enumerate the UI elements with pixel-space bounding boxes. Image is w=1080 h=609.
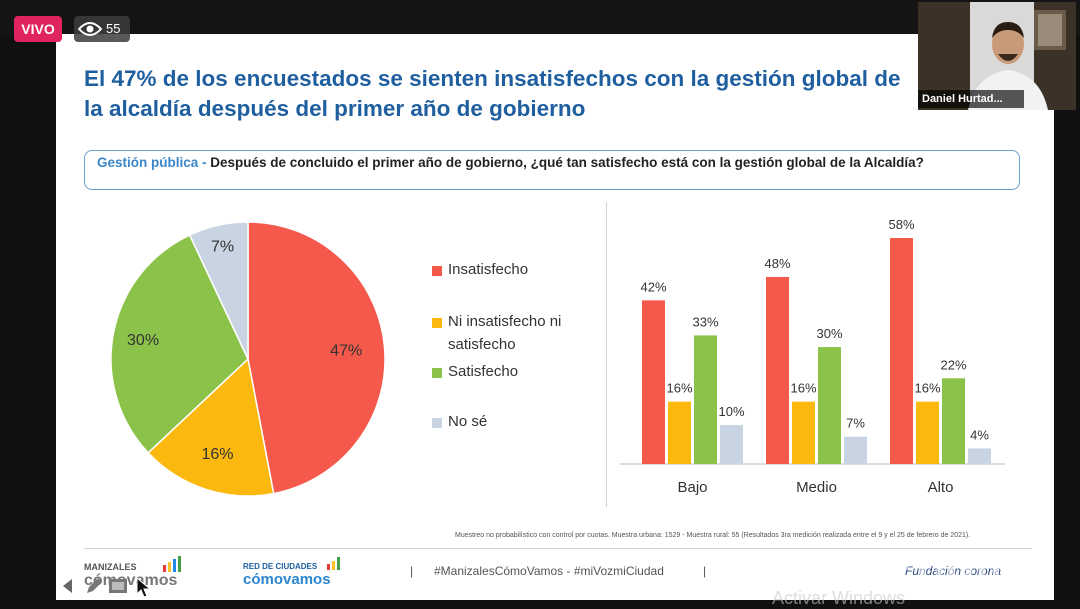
- legend-label-insatisfecho: Insatisfecho: [448, 261, 529, 278]
- activate-windows-watermark: Activar Windows: [772, 588, 906, 608]
- viewer-count-badge[interactable]: 55: [74, 16, 130, 42]
- bar-label-bajo-ni-insatisfecho-ni-satisfecho: 16%: [666, 381, 692, 396]
- bar-category-bajo: Bajo: [677, 479, 707, 496]
- pie-slice-satisfecho: [110, 234, 249, 454]
- bar-category-alto: Alto: [928, 479, 954, 496]
- legend-swatch-ni-insatisfecho: [432, 318, 442, 328]
- pie-label-ni-insatisfecho-ni-satisfecho: 16%: [202, 446, 234, 463]
- bar-alto-ni-insatisfecho-ni-satisfecho: [916, 401, 939, 464]
- bar-chart: 42%16%33%10%Bajo48%16%30%7%Medio58%16%22…: [620, 217, 1005, 496]
- bar-bajo-no-se: [720, 425, 743, 464]
- footer-network-brand: cómovamos: [243, 571, 331, 588]
- bar-logo-icon: [163, 556, 181, 572]
- bar-label-bajo-no-se: 10%: [718, 404, 744, 419]
- bar-alto-satisfecho: [942, 378, 965, 464]
- bar-label-medio-no-se: 7%: [846, 416, 865, 431]
- legend-label-no-se: No sé: [448, 413, 488, 430]
- bar-label-medio-satisfecho: 30%: [816, 326, 842, 341]
- pen-icon[interactable]: [84, 576, 104, 596]
- live-badge: VIVO: [14, 16, 62, 42]
- pie-label-no-se: 7%: [211, 238, 234, 255]
- legend-swatch-insatisfecho: [432, 266, 442, 276]
- footer-city-label: MANIZALES: [84, 562, 137, 572]
- eye-icon: [78, 22, 102, 36]
- mouse-cursor-icon: [136, 576, 152, 598]
- bar-label-medio-insatisfecho: 48%: [764, 256, 790, 271]
- question-text: Después de concluido el primer año de go…: [206, 155, 924, 170]
- bar-medio-insatisfecho: [766, 276, 789, 464]
- bar-label-alto-no-se: 4%: [970, 427, 989, 442]
- chart-legend: Insatisfecho Ni insatisfecho ni satisfec…: [432, 258, 592, 438]
- bar-category-medio: Medio: [796, 479, 837, 496]
- chart-divider: [606, 202, 607, 507]
- bar-label-alto-insatisfecho: 58%: [888, 217, 914, 232]
- footer-hashtags: #ManizalesCómoVamos - #miVozmiCiudad: [434, 564, 664, 578]
- pie-label-satisfecho: 30%: [127, 332, 159, 349]
- footer-separator-right: |: [703, 564, 707, 578]
- footer-divider: [84, 548, 1032, 549]
- bar-bajo-insatisfecho: [642, 300, 665, 464]
- back-arrow-icon[interactable]: [58, 576, 78, 596]
- bar-label-alto-ni-insatisfecho-ni-satisfecho: 16%: [914, 381, 940, 396]
- legend-label-satisfecho: Satisfecho: [448, 363, 519, 380]
- bar-medio-satisfecho: [818, 347, 841, 464]
- participant-name: Daniel Hurtad...: [918, 90, 1024, 108]
- bar-label-alto-satisfecho: 22%: [940, 357, 966, 372]
- legend-swatch-satisfecho: [432, 368, 442, 378]
- bar-bajo-ni-insatisfecho-ni-satisfecho: [668, 401, 691, 464]
- bar-label-bajo-insatisfecho: 42%: [640, 279, 666, 294]
- footer-sponsor: Fundación corona: [905, 564, 1002, 578]
- bar-label-medio-ni-insatisfecho-ni-satisfecho: 16%: [790, 381, 816, 396]
- footer-network-title: RED DE CIUDADES: [243, 562, 318, 571]
- pie-slice-insatisfecho: [247, 221, 386, 495]
- viewer-count: 55: [106, 21, 121, 36]
- bar-bajo-satisfecho: [694, 335, 717, 464]
- bar-label-bajo-satisfecho: 33%: [692, 314, 718, 329]
- zoom-watermark: zoom: [893, 539, 1018, 591]
- legend-swatch-no-se: [432, 418, 442, 428]
- legend-label-ni-insatisfecho: Ni insatisfecho ni satisfecho: [448, 313, 562, 353]
- bar-medio-no-se: [844, 436, 867, 464]
- question-prefix: Gestión pública -: [97, 155, 207, 170]
- pie-chart: 47% 16% 30% 7%: [110, 221, 386, 497]
- pie-slice-no-se: [188, 221, 249, 360]
- pie-slice-ni-insatisfecho-ni-satisfecho: [147, 357, 275, 497]
- pie-label-insatisfecho: 47%: [330, 343, 362, 360]
- network-logo-icon: [327, 557, 340, 570]
- bar-alto-insatisfecho: [890, 238, 913, 464]
- footer-city-logo: cómovamos: [84, 572, 178, 589]
- stream-top-bar: [0, 0, 1080, 36]
- slide-title: El 47% de los encuestados se sienten ins…: [84, 66, 901, 121]
- bar-alto-no-se: [968, 448, 991, 464]
- bar-medio-ni-insatisfecho-ni-satisfecho: [792, 401, 815, 464]
- footer-separator-left: |: [410, 564, 414, 578]
- slides-icon[interactable]: [108, 577, 128, 595]
- question-box: Gestión pública - Después de concluido e…: [84, 150, 1020, 190]
- footnote: Muestreo no probabilístico con control p…: [455, 532, 971, 539]
